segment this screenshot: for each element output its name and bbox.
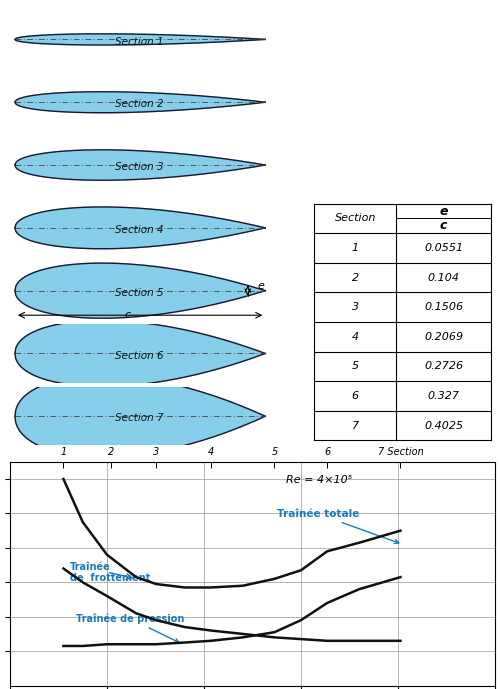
Text: Re = 4×10⁵: Re = 4×10⁵ bbox=[286, 475, 352, 485]
Polygon shape bbox=[15, 263, 266, 318]
Text: 0.4025: 0.4025 bbox=[424, 420, 463, 431]
Text: 7: 7 bbox=[352, 420, 359, 431]
Text: 0.2069: 0.2069 bbox=[424, 332, 463, 342]
Text: 5: 5 bbox=[352, 362, 359, 371]
Polygon shape bbox=[15, 320, 266, 387]
Text: Section 1: Section 1 bbox=[115, 37, 164, 47]
Text: Section 6: Section 6 bbox=[115, 351, 164, 360]
Text: 0.2726: 0.2726 bbox=[424, 362, 463, 371]
Text: Traînée totale: Traînée totale bbox=[277, 509, 399, 544]
Text: e: e bbox=[440, 205, 448, 218]
Text: Section: Section bbox=[334, 214, 376, 223]
Text: 4: 4 bbox=[352, 332, 359, 342]
Polygon shape bbox=[15, 376, 266, 457]
Polygon shape bbox=[15, 207, 266, 249]
Text: 0.0551: 0.0551 bbox=[424, 243, 463, 253]
Text: Traînée de pression: Traînée de pression bbox=[76, 613, 184, 642]
Text: Section 3: Section 3 bbox=[115, 162, 164, 172]
Text: Section 4: Section 4 bbox=[115, 225, 164, 235]
Text: 0.104: 0.104 bbox=[428, 273, 460, 282]
Text: 0.327: 0.327 bbox=[428, 391, 460, 401]
Text: 6: 6 bbox=[352, 391, 359, 401]
Text: 0.1506: 0.1506 bbox=[424, 302, 463, 312]
Text: Section 5: Section 5 bbox=[115, 288, 164, 298]
Text: 2: 2 bbox=[352, 273, 359, 282]
Polygon shape bbox=[15, 34, 266, 45]
Text: e: e bbox=[258, 281, 264, 291]
Text: 1: 1 bbox=[352, 243, 359, 253]
Text: c: c bbox=[124, 311, 130, 320]
Polygon shape bbox=[15, 150, 266, 181]
Text: Traînée
de  frottement: Traînée de frottement bbox=[70, 562, 150, 584]
Text: Section 7: Section 7 bbox=[115, 413, 164, 424]
Text: Section 2: Section 2 bbox=[115, 99, 164, 110]
Text: c: c bbox=[440, 219, 448, 232]
Text: 3: 3 bbox=[352, 302, 359, 312]
Polygon shape bbox=[15, 92, 266, 113]
